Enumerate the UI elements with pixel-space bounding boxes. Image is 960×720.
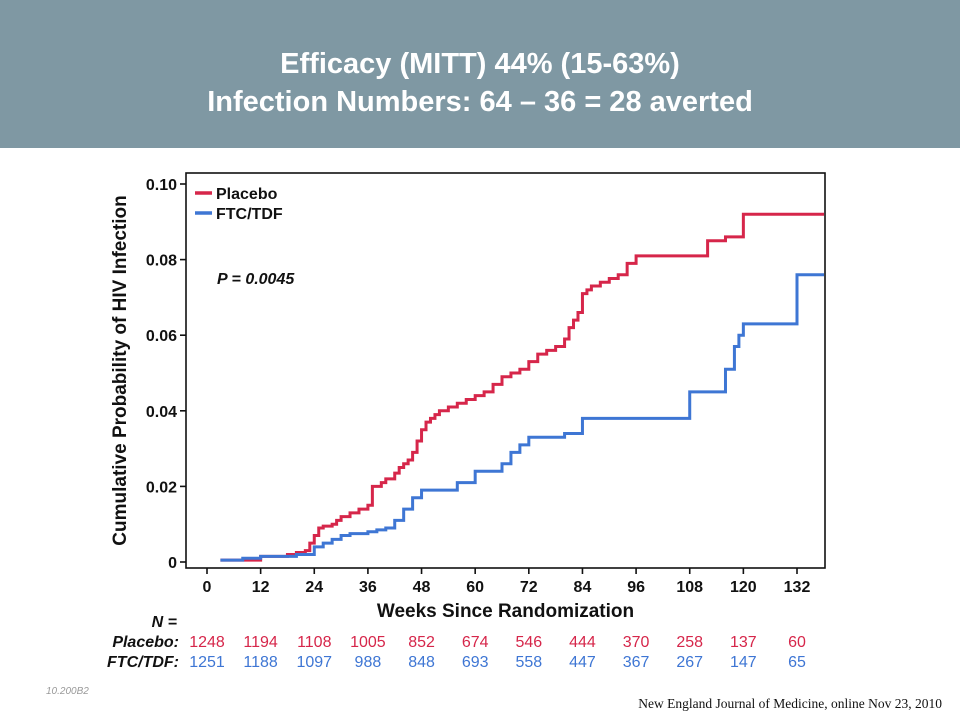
legend-label: FTC/TDF [216, 206, 283, 223]
x-tick-label: 120 [730, 579, 757, 596]
y-tick-label: 0.04 [146, 404, 177, 421]
series-line-placebo [220, 212, 824, 562]
y-tick-label: 0.08 [146, 253, 177, 270]
risk-value: 258 [676, 634, 703, 651]
risk-value: 558 [515, 654, 542, 671]
x-tick-label: 132 [784, 579, 811, 596]
risk-row-label: FTC/TDF: [107, 654, 179, 671]
risk-value: 1097 [296, 654, 332, 671]
risk-value: 848 [408, 654, 435, 671]
y-axis-label: Cumulative Probability of HIV Infection [110, 195, 131, 545]
citation: New England Journal of Medicine, online … [638, 696, 942, 711]
title-line-1: Efficacy (MITT) 44% (15-63%) [280, 48, 680, 80]
series-line-ftc-tdf [220, 273, 824, 562]
risk-value: 1188 [243, 654, 278, 671]
risk-value: 65 [788, 654, 806, 671]
y-tick-label: 0.06 [146, 328, 177, 345]
x-tick-label: 72 [520, 579, 538, 596]
x-tick-label: 24 [305, 579, 323, 596]
risk-value: 370 [623, 634, 650, 651]
risk-table-header: N = [152, 614, 177, 631]
risk-value: 1251 [189, 654, 225, 671]
risk-value: 674 [462, 634, 489, 651]
x-tick-label: 108 [676, 579, 703, 596]
p-value-annotation: P = 0.0045 [217, 271, 295, 288]
x-tick-label: 84 [574, 579, 592, 596]
risk-value: 267 [676, 654, 703, 671]
risk-value: 1194 [243, 634, 278, 651]
risk-value: 988 [355, 654, 382, 671]
x-tick-label: 0 [203, 579, 212, 596]
x-tick-label: 60 [466, 579, 484, 596]
x-tick-label: 36 [359, 579, 377, 596]
risk-value: 137 [730, 634, 757, 651]
title-banner: Efficacy (MITT) 44% (15-63%) Infection N… [0, 0, 960, 148]
risk-value: 1005 [350, 634, 386, 651]
y-tick-label: 0 [168, 555, 177, 572]
footer-code: 10.200B2 [46, 686, 89, 697]
risk-value: 447 [569, 654, 596, 671]
x-tick-label: 96 [627, 579, 645, 596]
risk-value: 546 [515, 634, 542, 651]
y-tick-label: 0.10 [146, 177, 177, 194]
risk-value: 1108 [297, 634, 332, 651]
y-tick-label: 0.02 [146, 479, 177, 496]
risk-row-label: Placebo: [112, 634, 179, 651]
risk-value: 693 [462, 654, 489, 671]
km-chart: 0 0.02 0.04 0.06 0.08 0.10 0 12 24 36 48 60 72 84 96 10… [107, 172, 826, 671]
risk-value: 60 [788, 634, 806, 651]
x-tick-label: 48 [413, 579, 431, 596]
x-tick-label: 12 [252, 579, 270, 596]
x-axis-label: Weeks Since Randomization [377, 601, 634, 622]
risk-value: 852 [408, 634, 435, 651]
title-line-2: Infection Numbers: 64 – 36 = 28 averted [207, 86, 753, 118]
risk-value: 444 [569, 634, 596, 651]
risk-value: 367 [623, 654, 650, 671]
plot-frame [185, 172, 826, 569]
risk-value: 1248 [189, 634, 225, 651]
risk-value: 147 [730, 654, 757, 671]
legend-label: Placebo [216, 186, 278, 203]
